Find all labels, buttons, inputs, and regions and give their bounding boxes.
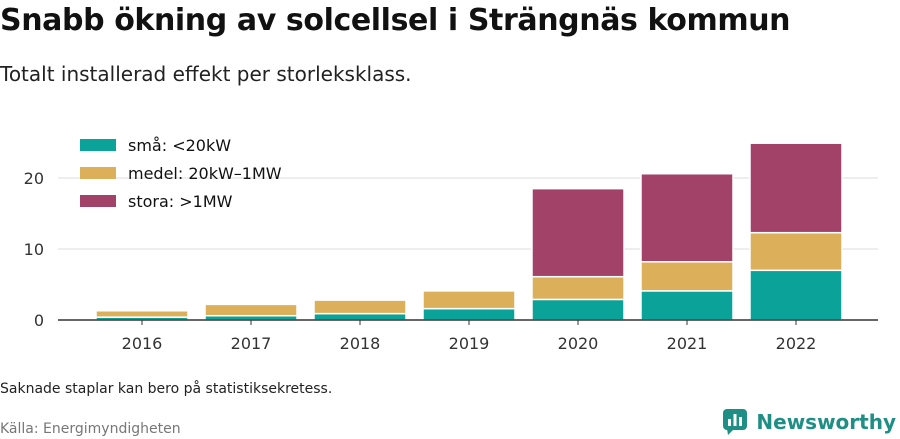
bar-segment bbox=[749, 142, 843, 234]
bar-segment bbox=[313, 299, 407, 315]
legend-label: medel: 20kW–1MW bbox=[128, 164, 282, 183]
brand-name: Newsworthy bbox=[756, 410, 896, 434]
legend-label: stora: >1MW bbox=[128, 192, 233, 211]
y-tick-label: 20 bbox=[24, 169, 44, 188]
bar-segment bbox=[204, 303, 298, 317]
x-tick-label: 2016 bbox=[122, 334, 163, 353]
bar-segment bbox=[749, 269, 843, 321]
bar-segment bbox=[640, 290, 734, 321]
bar-segment bbox=[640, 172, 734, 263]
x-tick-label: 2022 bbox=[776, 334, 817, 353]
stacked-bar-chart: 0 10 20 2016 2017 2018 2019 2020 2021 2022 små: <2… bbox=[24, 136, 878, 353]
legend-label: små: <20kW bbox=[128, 136, 231, 155]
y-tick-label: 0 bbox=[34, 311, 44, 330]
bar-segment bbox=[313, 312, 407, 321]
chart-subtitle: Totalt installerad effekt per storlekskl… bbox=[0, 62, 412, 86]
chart-title: Snabb ökning av solcellsel i Strängnäs k… bbox=[0, 3, 791, 38]
source-label: Källa: Energimyndigheten bbox=[0, 421, 181, 437]
x-tick-label: 2019 bbox=[449, 334, 490, 353]
x-tick-label: 2021 bbox=[667, 334, 708, 353]
bar-segment bbox=[531, 187, 625, 278]
x-tick-label: 2020 bbox=[558, 334, 599, 353]
legend-swatch bbox=[80, 167, 116, 179]
bar-segment bbox=[531, 275, 625, 301]
newsworthy-logo-icon bbox=[723, 409, 748, 435]
bar-segment bbox=[422, 307, 516, 321]
bar-segment bbox=[640, 261, 734, 292]
bar-segment bbox=[422, 290, 516, 310]
footnote: Saknade staplar kan bero på statistiksek… bbox=[0, 381, 333, 397]
x-tick-label: 2018 bbox=[340, 334, 381, 353]
newsworthy-logo[interactable]: Newsworthy bbox=[722, 406, 896, 438]
bar-segment bbox=[531, 298, 625, 321]
legend-swatch bbox=[80, 139, 116, 151]
legend-swatch bbox=[80, 195, 116, 207]
bar-segment bbox=[749, 231, 843, 272]
y-tick-label: 10 bbox=[24, 240, 44, 259]
bar-segment bbox=[95, 310, 189, 318]
x-tick-label: 2017 bbox=[231, 334, 272, 353]
